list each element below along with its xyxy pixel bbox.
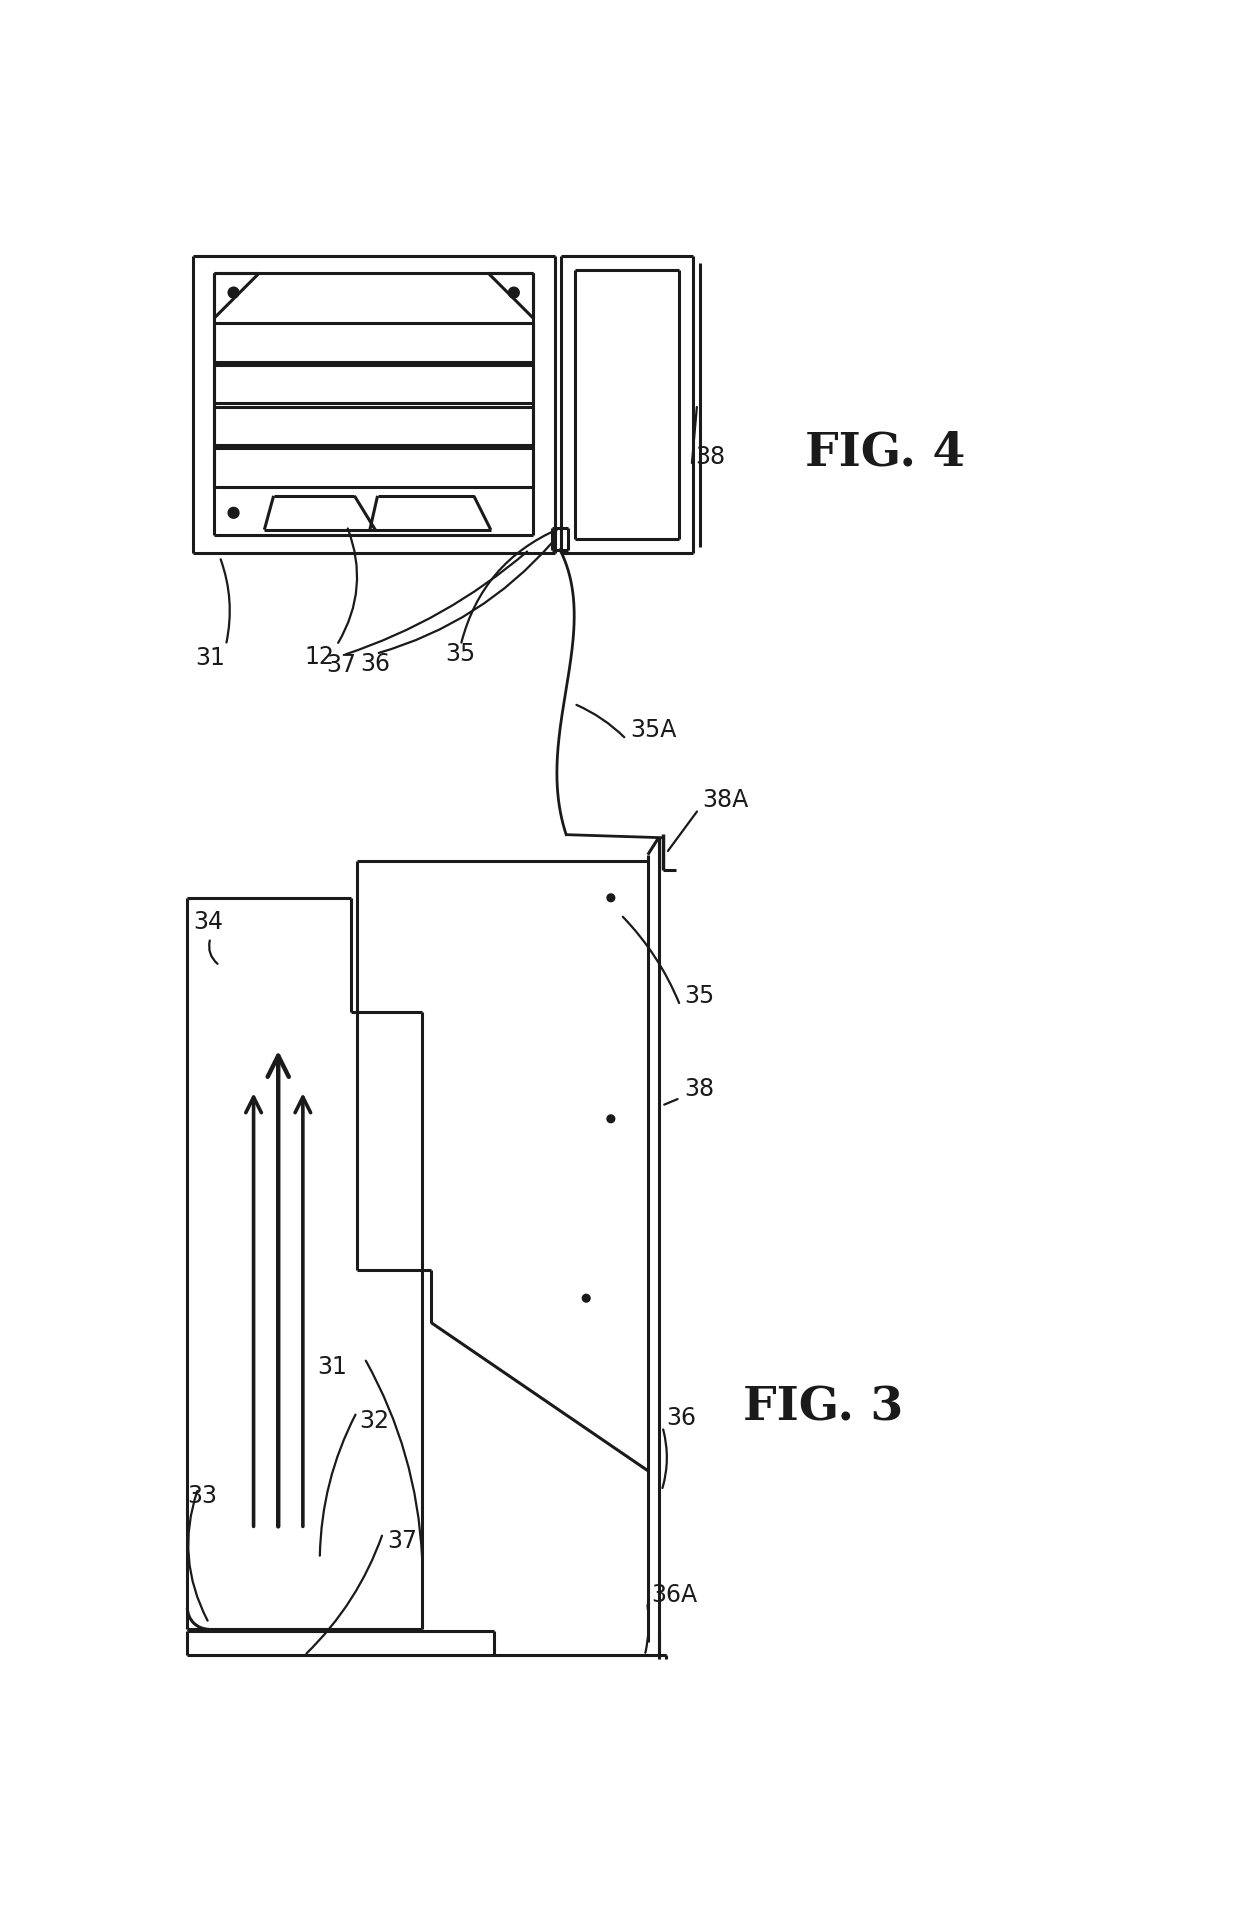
Text: 35: 35 [684,985,714,1008]
Text: 34: 34 [193,910,223,935]
Text: 36: 36 [361,652,391,675]
Text: 32: 32 [360,1409,389,1432]
Text: FIG. 3: FIG. 3 [743,1384,904,1430]
Text: 38A: 38A [703,788,749,813]
Circle shape [608,895,615,902]
Text: 36A: 36A [651,1583,697,1606]
Text: 33: 33 [187,1484,217,1509]
Text: 31: 31 [196,646,226,669]
Circle shape [228,287,239,298]
Text: 38: 38 [684,1076,714,1101]
Text: FIG. 4: FIG. 4 [805,430,965,476]
Circle shape [608,1115,615,1122]
Text: 31: 31 [317,1356,347,1379]
Text: 12: 12 [305,644,335,669]
Text: 37: 37 [326,654,356,677]
Circle shape [583,1294,590,1302]
Circle shape [228,507,239,518]
Text: 38: 38 [696,445,725,468]
Text: 36: 36 [666,1405,697,1430]
Text: 35A: 35A [630,717,677,742]
Circle shape [508,287,520,298]
Text: 37: 37 [387,1530,417,1553]
Text: 35: 35 [445,642,476,667]
